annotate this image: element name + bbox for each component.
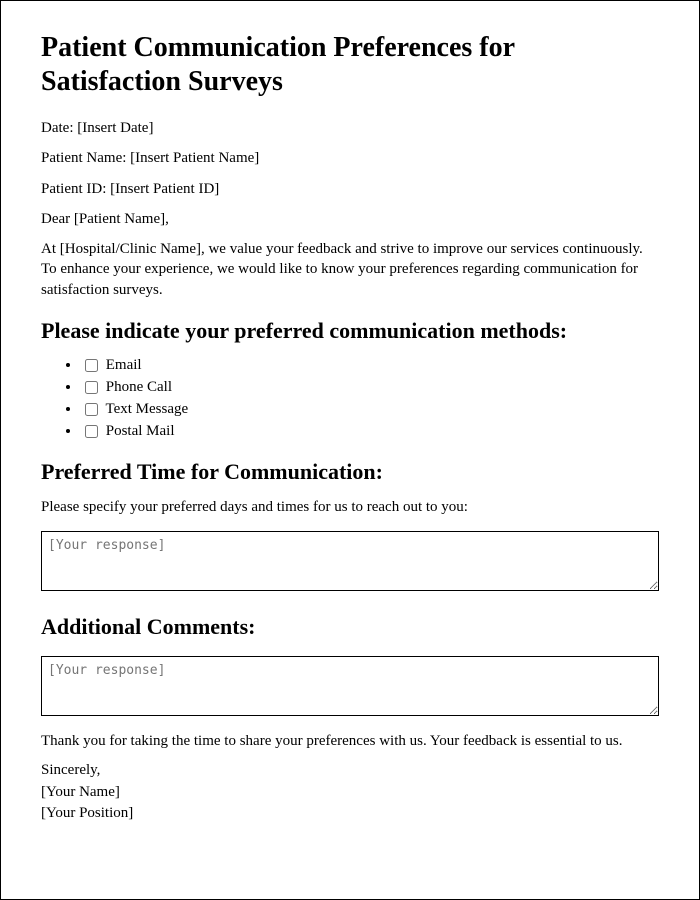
list-item: Text Message [81, 400, 659, 419]
date-line: Date: [Insert Date] [41, 118, 659, 138]
closing: Sincerely, [41, 761, 659, 781]
patient-name-line: Patient Name: [Insert Patient Name] [41, 148, 659, 168]
checkbox-email[interactable] [85, 359, 98, 372]
method-label: Postal Mail [106, 423, 175, 439]
intro-paragraph: At [Hospital/Clinic Name], we value your… [41, 239, 659, 300]
methods-heading: Please indicate your preferred communica… [41, 318, 659, 344]
time-heading: Preferred Time for Communication: [41, 459, 659, 485]
list-item: Email [81, 356, 659, 375]
patient-id-line: Patient ID: [Insert Patient ID] [41, 179, 659, 199]
your-position: [Your Position] [41, 804, 659, 824]
comments-textarea[interactable] [41, 656, 659, 716]
document-page: Patient Communication Preferences for Sa… [0, 0, 700, 900]
checkbox-text[interactable] [85, 403, 98, 416]
checkbox-phone[interactable] [85, 381, 98, 394]
methods-list: Email Phone Call Text Message Postal Mai… [41, 356, 659, 441]
salutation: Dear [Patient Name], [41, 209, 659, 229]
time-prompt: Please specify your preferred days and t… [41, 497, 659, 517]
method-label: Email [106, 357, 142, 373]
checkbox-postal[interactable] [85, 425, 98, 438]
list-item: Phone Call [81, 378, 659, 397]
comments-heading: Additional Comments: [41, 614, 659, 640]
method-label: Phone Call [106, 379, 172, 395]
method-label: Text Message [105, 401, 188, 417]
your-name: [Your Name] [41, 783, 659, 803]
page-title: Patient Communication Preferences for Sa… [41, 31, 659, 98]
time-response-textarea[interactable] [41, 531, 659, 591]
list-item: Postal Mail [81, 422, 659, 441]
thankyou-paragraph: Thank you for taking the time to share y… [41, 731, 659, 751]
